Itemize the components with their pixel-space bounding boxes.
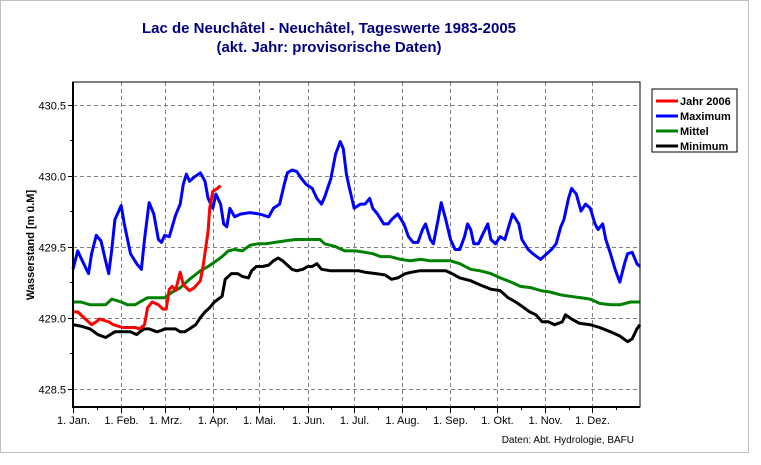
x-tick-label: 1. Feb. (104, 415, 138, 427)
legend: Jahr 2006 Maximum Mittel Minimum (651, 88, 738, 153)
y-tick-label: 430.5 (38, 101, 66, 113)
chart-subtitle: (akt. Jahr: provisorische Daten) (216, 39, 441, 56)
x-tick-label: 1. Mrz. (149, 415, 183, 427)
y-tick-label: 429.0 (38, 314, 66, 326)
x-tick-label: 1. Jun. (292, 415, 325, 427)
legend-label: Mittel (680, 126, 709, 138)
ticks: 430.5 430.0 429.5 429.0 428.5 1. Jan. 1. Feb. 1… (38, 101, 617, 427)
y-tick-label: 429.5 (38, 243, 66, 255)
legend-label: Minimum (680, 141, 728, 153)
x-tick-label: 1. Dez. (575, 415, 610, 427)
y-tick-label: 430.0 (38, 172, 66, 184)
series-line-minimum (72, 256, 642, 344)
y-axis-label: Wasserstand [m ü.M] (25, 190, 37, 301)
series-group (71, 140, 642, 344)
x-tick-label: 1. Okt. (481, 415, 513, 427)
series-line-jahr-2006 (73, 184, 222, 331)
legend-label: Maximum (680, 111, 731, 123)
series-line-mittel (73, 238, 640, 307)
data-source: Daten: Abt. Hydrologie, BAFU (502, 435, 634, 446)
y-tick-label: 428.5 (38, 385, 66, 397)
x-tick-label: 1. Jan. (57, 415, 90, 427)
x-tick-label: 1. Mai. (243, 415, 276, 427)
grid (73, 82, 640, 407)
x-tick-label: 1. Sep. (433, 415, 468, 427)
x-tick-label: 1. Apr. (198, 415, 229, 427)
x-tick-label: 1. Aug. (385, 415, 419, 427)
chart-title: Lac de Neuchâtel - Neuchâtel, Tageswerte… (142, 20, 516, 37)
series-line-maximum (71, 140, 642, 284)
legend-label: Jahr 2006 (680, 96, 731, 108)
x-tick-label: 1. Jul. (340, 415, 369, 427)
x-tick-label: 1. Nov. (528, 415, 562, 427)
